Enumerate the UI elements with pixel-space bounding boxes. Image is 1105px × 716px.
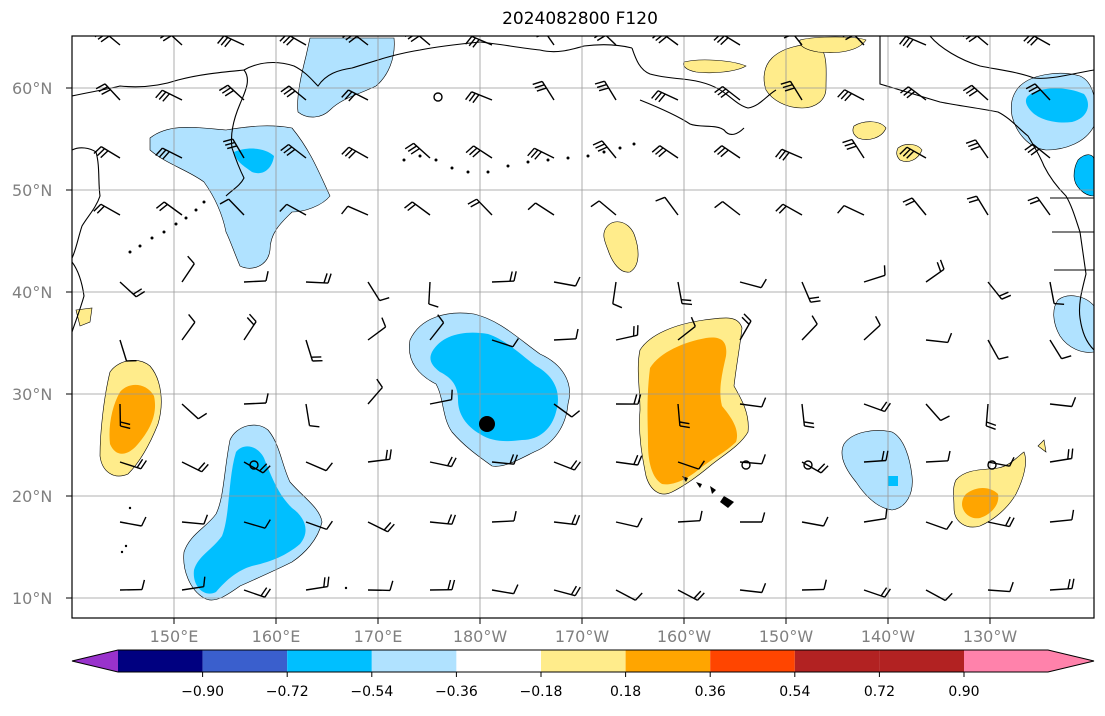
wind-barb-feather [682,304,692,305]
colorbar-tick-label: 0.72 [864,684,895,700]
colorbar-segment [456,650,541,672]
lat-tick-label: 50°N [12,181,52,200]
lon-tick-label: 130°W [963,627,1018,646]
lon-tick-label: 150°E [150,627,199,646]
wind-barb [244,403,266,404]
colorbar-segment [964,650,1094,672]
lat-tick-label: 60°N [12,79,52,98]
lon-tick-label: 150°W [759,627,814,646]
colorbar-segment [287,650,372,672]
wind-barb-feather [592,30,601,35]
latitude-labels: 60°N 50°N 40°N 30°N 20°N 10°N [12,79,52,608]
colorbar-tick-label: −0.36 [435,684,478,700]
wind-barb-feather [532,27,541,30]
wind-barb-feather [681,300,691,301]
wind-barb-feather [782,31,791,35]
colorbar-segment [118,650,203,672]
colorbar-segment [795,650,880,672]
lon-tick-label: 170°W [555,627,610,646]
wind-barb-feather [885,265,886,275]
colorbar-tick-label: −0.54 [350,684,393,700]
colorbar-segment [372,650,457,672]
colorbar-tick-label: −0.90 [181,684,224,700]
colorbar-tick-label: 0.36 [695,684,726,700]
colorbar-segment [203,650,288,672]
wind-barb [802,589,824,590]
lon-tick-label: 160°W [657,627,712,646]
lat-tick-label: 40°N [12,283,52,302]
colorbar-extend-low [72,650,118,672]
colorbar-tick-label: 0.90 [948,684,979,700]
lon-tick-label: 170°E [354,627,403,646]
colorbar-tick-label: 0.54 [779,684,810,700]
wind-barb-feather [779,28,788,32]
wind-barb-feather [1068,449,1069,459]
lat-tick-label: 30°N [12,385,52,404]
colorbar-tick-label: 0.18 [610,684,641,700]
wind-barb-feather [840,29,849,34]
colorbar-segment [710,650,795,672]
storm-center-marker [479,416,495,432]
colorbar-tick-label: −0.18 [520,684,563,700]
colorbar-tick-label: −0.72 [266,684,309,700]
colorbar: −0.90 −0.72 −0.54 −0.36 −0.18 0.18 0.36 … [72,650,1094,700]
lat-tick-label: 10°N [12,589,52,608]
wind-barb-feather [452,390,453,400]
lat-tick-label: 20°N [12,487,52,506]
lon-tick-label: 160°E [252,627,301,646]
wind-barb-feather [157,30,166,35]
field-negative-hawaii-east-core [888,476,898,486]
wind-barb-feather [1054,304,1064,305]
colorbar-segment [541,650,626,672]
lon-tick-label: 140°W [861,627,916,646]
longitude-labels: 150°E 160°E 170°E 180°W 170°W 160°W 150°… [150,627,1018,646]
lon-tick-label: 180°W [453,627,508,646]
colorbar-segment [626,650,711,672]
wind-barb-feather [1072,449,1073,459]
colorbar-segment [879,650,964,672]
wind-barb-feather [534,30,543,33]
